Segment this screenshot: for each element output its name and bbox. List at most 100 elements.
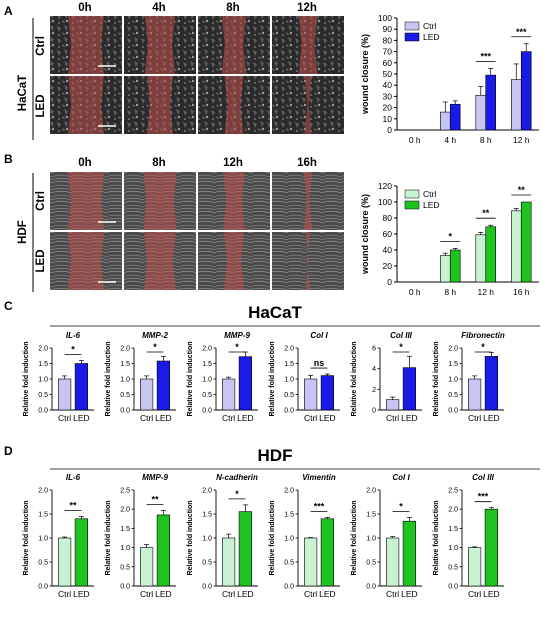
C-IL-6-x-tick-label: Ctrl [58,413,71,423]
B-closure-y-label: wound closure (%) [360,194,370,275]
C-MMP-2-x-tick-label: Ctrl [140,413,153,423]
C-IL-6-x-tick-label: LED [73,413,90,423]
C-MMP-9-x-tick-label: Ctrl [222,413,235,423]
C-Fibronectin-chart: Fibronectin 0.0 0.5 1.0 1.5 2.0 Relative fold … [433,331,505,423]
D-IL-6-y-tick-label: 2.0 [38,488,48,495]
C-Fibronectin-x-tick-label: LED [483,413,500,423]
D-Col-III-title: Col III [472,473,495,482]
panel-b-wound-area [303,172,313,230]
A-closure-bar [520,51,532,131]
D-Col-I-chart: Col I 0.0 0.5 1.0 1.5 2.0 Relative fold induct… [351,473,422,599]
panel-b-wound-area [144,232,176,290]
A-closure-legend-label: Ctrl [423,21,436,31]
B-closure-x-tick-label: 8 h [444,287,456,297]
D-IL-6-x-tick-label: Ctrl [58,589,71,599]
D-MMP-9-bar [140,547,154,587]
C-MMP-9-significance-label: * [235,342,239,352]
B-closure-x-tick-label: 12 h [477,287,494,297]
A-closure-y-tick-label: 60 [383,58,393,68]
panel-a-row-ctrl: Ctrl [35,36,47,56]
B-closure-y-tick-label: 40 [383,245,393,255]
D-N-cadherin-x-tick-label: Ctrl [222,589,235,599]
C-MMP-9-title: MMP-9 [224,331,250,340]
A-closure-y-tick-label: 80 [383,35,393,45]
panel-b-wound-area [223,172,245,230]
B-closure-y-tick-label: 120 [378,181,392,191]
D-N-cadherin-y-tick-label: 2.0 [202,488,212,495]
B-closure-y-tick-label: 100 [378,197,392,207]
panel-a-cell-line: HaCaT [17,75,29,111]
C-MMP-2-y-tick-label: 0.0 [120,408,130,415]
C-MMP-9-y-tick-label: 0.0 [202,408,212,415]
C-Col-I-y-tick-label: 0.0 [284,408,294,415]
B-closure-legend-swatch [404,200,420,210]
panel-label-d: D [4,444,13,458]
panel-label-b: B [4,152,13,166]
D-MMP-9-chart: MMP-9 0.0 0.5 1.0 1.5 2.0 2.5 Relative fold ind… [105,473,176,599]
C-MMP-9-bar [222,378,236,411]
D-Vimentin-y-tick-label: 1.0 [284,536,294,543]
panel-a-time-0: 0h [78,2,91,14]
D-N-cadherin-bar [238,511,253,587]
C-IL-6-y-tick-label: 1.0 [38,377,48,384]
D-IL-6-significance-label: ** [69,500,77,510]
D-MMP-9-x-tick-label: Ctrl [140,589,153,599]
C-Col-I-y-tick-label: 1.0 [284,377,294,384]
B-closure-legend-label: Ctrl [423,189,436,199]
D-Vimentin-y-tick-label: 0.5 [284,560,294,567]
panel-a-time-3: 12h [297,2,317,14]
A-closure-y-tick-label: 40 [383,80,393,90]
panel-a-wound-area [147,76,173,134]
C-Fibronectin-y-tick-label: 1.0 [448,377,458,384]
D-IL-6-bar [74,518,88,587]
D-Col-I-y-tick-label: 1.0 [366,536,376,543]
D-IL-6-y-tick-label: 1.0 [38,536,48,543]
panel-b-wound-area [223,232,245,290]
C-MMP-9-y-tick-label: 2.0 [202,346,212,353]
C-Col-I-y-label: Relative fold induction [269,341,276,416]
panel-b-time-1: 8h [152,157,165,169]
panel-a-wound-area [68,76,104,134]
C-Col-III-bar [385,399,400,411]
D-Col-III-y-tick-label: 2.5 [448,488,458,495]
A-closure-legend-swatch [404,21,420,31]
D-N-cadherin-title: N-cadherin [216,473,258,482]
A-closure-y-tick-label: 50 [383,69,393,79]
B-closure-x-tick-label: 16 h [513,287,530,297]
panel-label-c: C [4,299,13,313]
C-Fibronectin-bar [484,356,499,411]
D-N-cadherin-y-tick-label: 1.0 [202,536,212,543]
C-Col-I-chart: Col I 0.0 0.5 1.0 1.5 2.0 Relative fold induct… [269,331,340,423]
C-MMP-2-y-tick-label: 1.0 [120,377,130,384]
D-IL-6-x-tick-label: LED [73,589,90,599]
D-Col-III-bar [484,508,499,587]
C-MMP-2-bar [140,378,154,411]
D-MMP-9-y-tick-label: 1.5 [120,526,130,533]
A-closure-x-tick-label: 12 h [513,135,530,145]
B-closure-legend-label: LED [423,200,440,210]
B-closure-significance-label: ** [482,208,490,218]
D-Col-I-bar [385,537,400,587]
D-Col-III-chart: Col III 0.0 0.5 1.0 1.5 2.0 2.5 Relative fold i… [433,473,504,599]
C-Col-I-title: Col I [310,331,328,340]
A-closure-x-tick-label: 8 h [480,135,492,145]
D-Col-III-y-label: Relative fold induction [433,500,440,575]
B-closure-y-tick-label: 80 [383,213,393,223]
B-closure-significance-label: ** [518,185,526,195]
A-closure-x-tick-label: 0 h [409,135,421,145]
C-MMP-2-y-tick-label: 1.5 [120,361,130,368]
D-Vimentin-x-tick-label: Ctrl [304,589,317,599]
A-closure-bar [449,103,461,131]
D-N-cadherin-bar [222,537,236,587]
A-closure-y-tick-label: 30 [383,91,393,101]
D-N-cadherin-chart: N-cadherin 0.0 0.5 1.0 1.5 2.0 Relative fold i… [187,473,258,599]
C-MMP-2-chart: MMP-2 0.0 0.5 1.0 1.5 2.0 Relative fold induct… [105,331,176,423]
C-IL-6-significance-label: * [71,344,75,354]
C-MMP-9-x-tick-label: LED [237,413,254,423]
B-closure-bar [475,234,487,283]
C-Fibronectin-y-tick-label: 0.5 [448,392,458,399]
C-Col-III-bar [402,367,417,411]
C-Col-I-bar [320,375,335,411]
C-MMP-9-y-label: Relative fold induction [187,341,194,416]
